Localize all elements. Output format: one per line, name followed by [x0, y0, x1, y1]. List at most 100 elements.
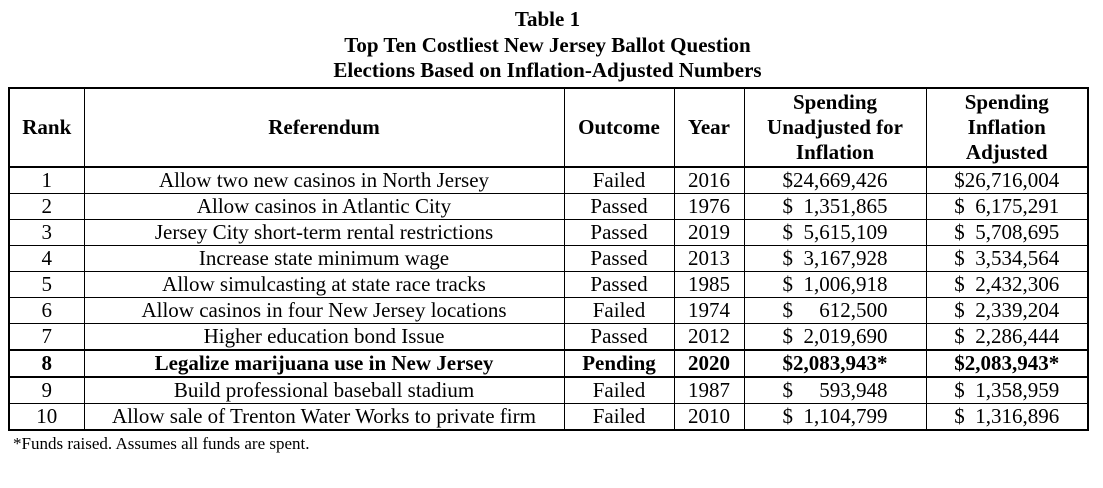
amount: 1,104,799 — [803, 403, 888, 428]
year-cell: 2020 — [673, 348, 745, 378]
referendum-cell: Allow casinos in Atlantic City — [83, 192, 565, 220]
spending-adjusted-cell: $2,286,444 — [925, 322, 1089, 350]
amount: 612,500 — [819, 297, 888, 322]
money-value: $2,083,943* — [954, 350, 1060, 375]
money-value: $6,175,291 — [954, 193, 1060, 218]
amount: 2,083,943* — [964, 350, 1060, 375]
rank-cell: 1 — [8, 166, 85, 194]
money-value: $612,500 — [783, 297, 888, 322]
referendum-cell: Allow casinos in four New Jersey locatio… — [83, 296, 565, 324]
column-header-spending-adjusted: Spending Inflation Adjusted — [925, 87, 1089, 168]
table-row: 9 Build professional baseball stadium Fail… — [8, 376, 1089, 404]
dollar-sign: $ — [782, 377, 794, 402]
dollar-sign: $ — [782, 271, 794, 296]
spending-adjusted-cell: $2,432,306 — [925, 270, 1089, 298]
amount: 24,669,426 — [793, 167, 888, 192]
spending-unadjusted-cell: $1,006,918 — [743, 270, 927, 298]
amount: 26,716,004 — [964, 167, 1060, 192]
money-value: $2,019,690 — [783, 324, 888, 349]
money-value: $5,615,109 — [782, 219, 888, 244]
amount: 6,175,291 — [975, 193, 1060, 218]
money-value: $3,534,564 — [954, 245, 1059, 270]
table-row: 3 Jersey City short-term rental restricti… — [8, 218, 1089, 246]
amount: 2,339,204 — [975, 297, 1060, 322]
outcome-cell: Passed — [563, 218, 675, 246]
referendum-cell: Allow two new casinos in North Jersey — [83, 166, 565, 194]
money-value: $1,104,799 — [783, 404, 888, 429]
dollar-sign: $ — [782, 193, 794, 218]
table-title-line2: Top Ten Costliest New Jersey Ballot Ques… — [344, 32, 751, 57]
dollar-sign: $ — [954, 167, 965, 192]
dollar-sign: $ — [954, 297, 965, 322]
outcome-cell: Failed — [563, 296, 675, 324]
spending-unadjusted-cell: $2,083,943* — [743, 348, 927, 378]
amount: 2,083,943* — [793, 350, 888, 375]
spending-adjusted-cell: $1,358,959 — [925, 376, 1089, 404]
amount: 1,351,865 — [803, 193, 888, 218]
table-row: 7 Higher education bond Issue Passed 2012 $2… — [8, 322, 1089, 350]
amount: 1,358,959 — [975, 377, 1060, 402]
rank-cell: 8 — [8, 348, 85, 378]
rank-cell: 6 — [8, 296, 85, 324]
dollar-sign: $ — [782, 245, 794, 270]
outcome-cell: Passed — [563, 270, 675, 298]
year-cell: 2016 — [673, 166, 745, 194]
money-value: $24,669,426 — [783, 168, 888, 193]
spending-unadjusted-cell: $612,500 — [743, 296, 927, 324]
spending-unadjusted-cell: $593,948 — [743, 376, 927, 404]
dollar-sign: $ — [954, 245, 965, 270]
amount: 1,006,918 — [803, 271, 888, 296]
spending-unadjusted-cell: $1,351,865 — [743, 192, 927, 220]
dollar-sign: $ — [954, 271, 965, 296]
amount: 1,316,896 — [975, 403, 1060, 428]
year-cell: 1974 — [673, 296, 745, 324]
dollar-sign: $ — [954, 403, 965, 428]
column-header-year: Year — [673, 87, 745, 168]
outcome-cell: Failed — [563, 166, 675, 194]
column-header-outcome: Outcome — [563, 87, 675, 168]
spending-adjusted-cell: $3,534,564 — [925, 244, 1089, 272]
table-row: 8 Legalize marijuana use in New Jersey Pen… — [8, 348, 1089, 378]
table-row: 1 Allow two new casinos in North Jersey Fa… — [8, 166, 1089, 194]
rank-cell: 5 — [8, 270, 85, 298]
outcome-cell: Passed — [563, 322, 675, 350]
money-value: $5,708,695 — [954, 219, 1059, 244]
column-header-referendum: Referendum — [83, 87, 565, 168]
money-value: $1,316,896 — [954, 404, 1059, 429]
referendum-cell: Legalize marijuana use in New Jersey — [83, 348, 565, 378]
dollar-sign: $ — [954, 350, 965, 375]
table-title: Table 1 Top Ten Costliest New Jersey Bal… — [8, 0, 1087, 84]
dollar-sign: $ — [782, 350, 794, 375]
header-row: Rank Referendum Outcome Year Spending Un… — [8, 87, 1089, 168]
money-value: $2,339,204 — [954, 297, 1060, 322]
rank-cell: 9 — [8, 376, 85, 404]
dollar-sign: $ — [782, 219, 794, 244]
spending-adjusted-cell: $6,175,291 — [925, 192, 1089, 220]
outcome-cell: Pending — [563, 348, 675, 378]
amount: 5,615,109 — [803, 219, 888, 244]
table-row: 10 Allow sale of Trenton Water Works to p… — [8, 402, 1089, 430]
spending-adjusted-cell: $2,083,943* — [925, 348, 1089, 378]
column-header-spending-unadjusted: Spending Unadjusted for Inflation — [743, 87, 927, 168]
year-cell: 2010 — [673, 402, 745, 430]
table-row: 4 Increase state minimum wage Passed 2013 $3… — [8, 244, 1089, 272]
table-title-number: Table 1 — [514, 7, 581, 31]
dollar-sign: $ — [782, 403, 794, 428]
table-row: 2 Allow casinos in Atlantic City Passed 197… — [8, 192, 1089, 220]
outcome-cell: Passed — [563, 244, 675, 272]
amount: 2,019,690 — [803, 323, 888, 348]
dollar-sign: $ — [954, 323, 965, 348]
money-value: $1,006,918 — [782, 271, 888, 296]
spending-adjusted-cell: $26,716,004 — [925, 166, 1089, 194]
table-row: 5 Allow simulcasting at state race tracks… — [8, 270, 1089, 298]
rank-cell: 7 — [8, 322, 85, 350]
rank-cell: 3 — [8, 218, 85, 246]
referendum-cell: Jersey City short-term rental restrictio… — [83, 218, 565, 246]
dollar-sign: $ — [954, 193, 965, 218]
spending-unadjusted-cell: $3,167,928 — [743, 244, 927, 272]
spending-unadjusted-cell: $1,104,799 — [743, 402, 927, 430]
year-cell: 1976 — [673, 192, 745, 220]
dollar-sign: $ — [954, 219, 965, 244]
column-header-rank: Rank — [8, 87, 85, 168]
